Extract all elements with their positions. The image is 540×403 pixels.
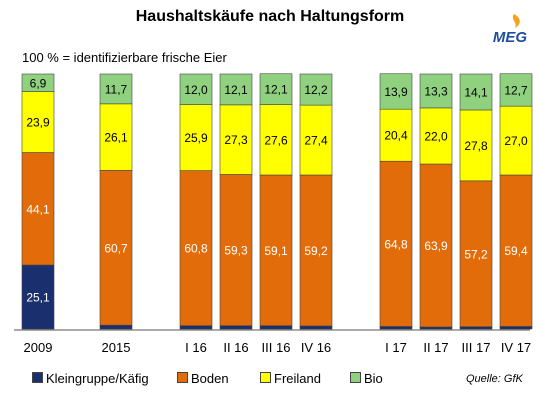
data-label: 27,3 (224, 133, 248, 147)
data-label: 23,9 (26, 116, 50, 130)
legend-label: Kleingruppe/Käfig (46, 371, 149, 386)
data-label: 44,1 (26, 202, 50, 216)
x-tick-label: III 17 (462, 340, 491, 355)
data-label: 27,8 (464, 139, 488, 153)
data-label: 57,2 (464, 247, 488, 261)
bar-segment (419, 163, 453, 328)
legend-swatch (32, 372, 43, 383)
bar-segment (21, 91, 55, 153)
bar-segment (99, 73, 133, 105)
data-label: 63,9 (424, 239, 448, 253)
x-tick-label: II 17 (423, 340, 448, 355)
bar-segment (379, 73, 413, 110)
data-label: 14,1 (464, 85, 488, 99)
bar-segment (379, 108, 413, 162)
bar-segment (499, 174, 533, 327)
legend-label: Bio (364, 371, 383, 386)
data-label: 59,3 (224, 244, 248, 258)
bar-segment (459, 109, 493, 182)
data-label: 27,6 (264, 133, 288, 147)
data-label: 60,7 (104, 241, 128, 255)
bar-segment (21, 73, 55, 92)
chart-title: Haushaltskäufe nach Haltungsform (135, 8, 405, 25)
bar-segment (259, 174, 293, 326)
x-tick-labels: 2009 2015 I 16 II 16 III 16 IV 16 I 17 II 17 III… (24, 340, 532, 355)
data-label: 25,9 (184, 131, 208, 145)
data-label: 13,3 (424, 84, 448, 98)
bar-segment (379, 326, 413, 330)
legend-swatch (177, 372, 188, 383)
data-label: 13,9 (384, 85, 408, 99)
x-tick-label: 2009 (24, 340, 53, 355)
bar-segment (419, 326, 453, 330)
data-label: 25,1 (26, 290, 50, 304)
bar-segment (259, 104, 293, 176)
x-tick-label: II 16 (223, 340, 248, 355)
x-tick-label: IV 16 (301, 340, 331, 355)
bar-segment (259, 73, 293, 105)
flame-icon (512, 14, 520, 28)
bar-segment (499, 326, 533, 330)
data-label: 59,4 (504, 244, 528, 258)
bar-segment (299, 104, 333, 176)
bar-segment (379, 160, 413, 327)
bar-segment (459, 326, 493, 330)
legend-swatch (260, 372, 271, 383)
source-note: Quelle: GfK (466, 373, 523, 385)
bar-segment (219, 174, 253, 326)
legend-swatch (350, 372, 361, 383)
chart-subtitle: 100 % = identifizierbare frische Eier (22, 50, 227, 65)
bar-segment (459, 73, 493, 111)
bar-segment (259, 325, 293, 330)
data-label: 59,2 (304, 244, 328, 258)
x-tick-label: I 17 (385, 340, 407, 355)
bar-segment (179, 73, 213, 105)
bar-segment (99, 103, 133, 171)
bar-segment (99, 170, 133, 326)
logo-text: MEG (493, 29, 528, 46)
meg-logo: MEG (493, 14, 528, 46)
data-label: 60,8 (184, 242, 208, 256)
data-label: 6,9 (30, 76, 47, 90)
data-label: 22,0 (424, 129, 448, 143)
data-label: 12,0 (184, 83, 208, 97)
data-label: 12,2 (304, 83, 328, 97)
legend-item: Kleingruppe/Käfig (32, 371, 149, 386)
legend-item: Freiland (260, 371, 321, 386)
bar-segment (219, 73, 253, 106)
bar-segment (179, 170, 213, 326)
bars-layer: 25,144,123,96,91,560,726,111,71,360,825,… (21, 73, 533, 330)
x-tick-label: IV 17 (501, 340, 531, 355)
data-label: 12,7 (504, 83, 528, 97)
legend-label: Boden (191, 371, 229, 386)
legend-item: Bio (350, 371, 383, 386)
bar-segment (179, 325, 213, 330)
bar-segment (299, 325, 333, 330)
data-label: 12,1 (264, 83, 288, 97)
data-label: 27,4 (304, 134, 328, 148)
x-tick-label: 2015 (102, 340, 131, 355)
x-tick-label: I 16 (185, 340, 207, 355)
bar-segment (219, 325, 253, 330)
bar-segment (219, 104, 253, 175)
data-label: 20,4 (384, 129, 408, 143)
bar-segment (459, 180, 493, 328)
data-label: 26,1 (104, 131, 128, 145)
bar-segment (419, 107, 453, 165)
bar-segment (299, 174, 333, 327)
x-tick-label: III 16 (262, 340, 291, 355)
data-label: 59,1 (264, 244, 288, 258)
data-label: 64,8 (384, 237, 408, 251)
bar-segment (499, 73, 533, 107)
bar-segment (99, 324, 133, 330)
legend-item: Boden (177, 371, 229, 386)
bar-segment (21, 152, 55, 266)
bar-segment (419, 73, 453, 109)
data-label: 11,7 (105, 82, 128, 96)
legend-label: Freiland (274, 371, 321, 386)
data-label: 27,0 (504, 134, 528, 148)
bar-segment (299, 73, 333, 106)
data-label: 12,1 (224, 83, 248, 97)
